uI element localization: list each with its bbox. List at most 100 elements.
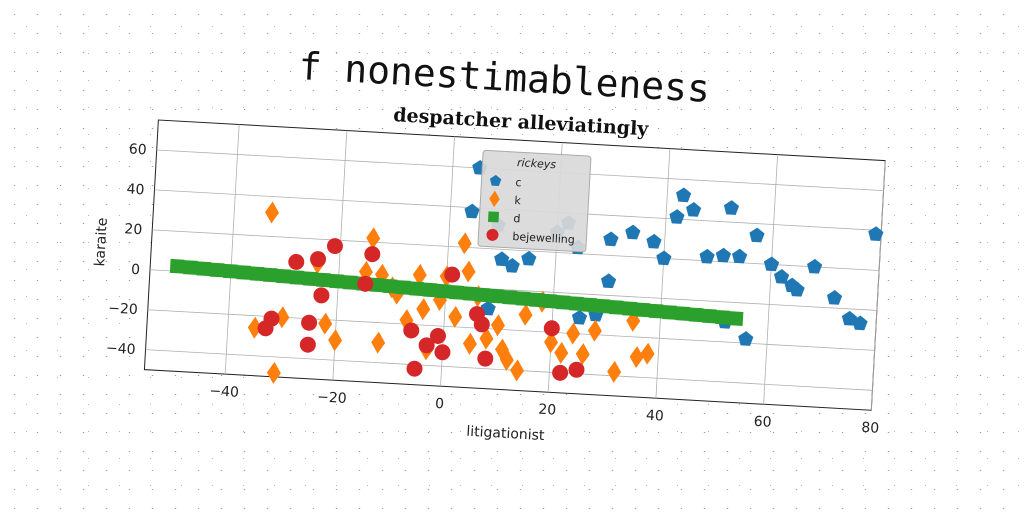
grid-y-3 — [152, 229, 880, 271]
point-c-17 — [774, 269, 790, 284]
point-bejewelling-5 — [326, 238, 343, 255]
legend-label-k: k — [514, 194, 522, 207]
point-c-1 — [464, 203, 480, 219]
point-c-13 — [723, 200, 740, 215]
legend-marker-d — [487, 211, 500, 223]
point-k-9 — [399, 309, 414, 332]
point-k-31 — [607, 360, 622, 383]
point-d-41 — [715, 309, 731, 325]
point-c-7 — [656, 250, 672, 266]
point-c-32 — [521, 250, 537, 266]
point-k-5 — [366, 227, 381, 250]
y-tick-label-1: −20 — [108, 301, 138, 319]
point-d-19 — [422, 282, 438, 298]
point-k-19 — [479, 327, 494, 350]
point-k-21 — [495, 338, 510, 361]
point-bejewelling-4 — [313, 287, 330, 304]
point-k-30 — [587, 319, 602, 342]
point-bejewelling-12 — [429, 327, 446, 344]
point-c-11 — [699, 248, 715, 264]
grid-x-4 — [655, 148, 671, 399]
point-bejewelling-17 — [477, 350, 494, 367]
point-k-34 — [640, 342, 655, 365]
x-tick-label-5: 60 — [753, 414, 772, 431]
x-tick-label-6: 80 — [861, 420, 880, 437]
point-c-20 — [807, 258, 823, 274]
point-k-16 — [461, 260, 476, 283]
point-c-14 — [732, 248, 748, 264]
point-bejewelling-9 — [403, 322, 420, 339]
point-d-34 — [622, 301, 637, 316]
point-d-0 — [169, 258, 185, 274]
point-bejewelling-8 — [364, 246, 381, 263]
point-d-8 — [276, 268, 292, 284]
point-k-33 — [629, 346, 644, 369]
point-d-18 — [409, 281, 425, 297]
grid-y-0 — [145, 349, 873, 391]
point-bejewelling-21 — [288, 253, 305, 270]
point-k-4 — [318, 312, 333, 335]
legend-label-c: c — [515, 176, 522, 189]
point-c-8 — [669, 209, 685, 224]
point-d-20 — [435, 283, 451, 299]
point-d-3 — [209, 262, 225, 278]
legend-marker-k — [489, 190, 500, 208]
point-d-32 — [595, 298, 611, 314]
point-k-26 — [544, 331, 559, 354]
point-d-15 — [369, 277, 385, 293]
point-bejewelling-11 — [418, 337, 435, 354]
point-d-4 — [223, 263, 238, 279]
legend-marker-bejewelling — [486, 228, 499, 241]
point-bejewelling-3 — [299, 336, 316, 353]
point-c-26 — [738, 331, 754, 346]
x-tick-label-4: 40 — [646, 408, 665, 425]
legend-label-bejewelling: bejewelling — [512, 230, 575, 246]
point-k-37 — [371, 331, 386, 354]
rotated-figure: despatcher alleviatingly −40 −20 0 20 40 60 80… — [92, 104, 886, 444]
point-c-24 — [868, 226, 884, 241]
point-d-16 — [382, 278, 398, 294]
point-k-12 — [416, 298, 431, 321]
legend-marker-c — [489, 174, 502, 186]
point-d-1 — [183, 260, 198, 275]
legend: rickeys ckd bejewelling — [477, 149, 592, 253]
point-d-36 — [648, 303, 664, 319]
point-k-23 — [510, 359, 525, 382]
point-d-31 — [582, 297, 598, 313]
point-d-5 — [236, 265, 252, 280]
point-k-28 — [566, 322, 581, 345]
point-bejewelling-1 — [263, 310, 280, 327]
point-d-25 — [502, 290, 518, 305]
point-c-21 — [826, 290, 843, 305]
y-tick-label-4: 40 — [126, 181, 145, 198]
point-bejewelling-18 — [543, 320, 560, 337]
grid-x-5 — [763, 154, 778, 405]
point-k-29 — [575, 343, 590, 366]
point-c-28 — [571, 309, 588, 325]
point-k-14 — [448, 305, 463, 328]
point-c-23 — [852, 315, 868, 331]
point-k-27 — [554, 341, 569, 364]
grid-x-0 — [224, 124, 240, 375]
point-k-3 — [275, 306, 290, 329]
point-d-12 — [329, 273, 345, 289]
legend-label-d: d — [513, 212, 521, 225]
y-tick-label-0: −40 — [106, 340, 136, 358]
y-tick-labels: −40 −20 0 20 40 60 — [106, 141, 148, 358]
point-bejewelling-20 — [568, 361, 585, 378]
point-c-33 — [494, 251, 510, 267]
point-d-28 — [542, 293, 558, 309]
y-tick-label-3: 20 — [124, 221, 143, 238]
point-d-13 — [342, 275, 358, 290]
point-d-37 — [662, 304, 677, 320]
x-tick-label-1: −20 — [317, 389, 347, 407]
point-d-10 — [302, 271, 318, 287]
point-k-22 — [499, 348, 514, 371]
point-c-15 — [749, 227, 765, 243]
point-c-12 — [715, 247, 732, 263]
point-d-17 — [396, 280, 411, 295]
x-axis-label: litigationist — [466, 424, 545, 444]
point-d-38 — [675, 306, 691, 321]
